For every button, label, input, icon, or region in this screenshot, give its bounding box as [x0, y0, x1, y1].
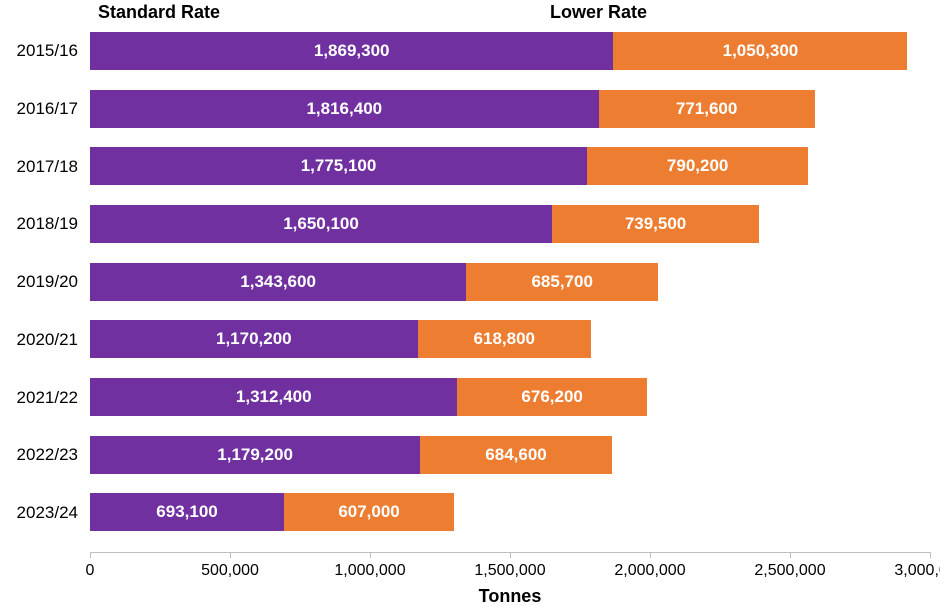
x-axis-tick	[90, 552, 91, 558]
bar-value-lower: 790,200	[667, 156, 728, 176]
bar-value-standard: 1,170,200	[216, 329, 292, 349]
bar-value-standard: 1,343,600	[240, 272, 316, 292]
y-axis-label: 2016/17	[0, 99, 78, 119]
bar-segment-lower: 739,500	[552, 205, 759, 243]
y-axis-label: 2018/19	[0, 214, 78, 234]
bar-value-standard: 1,650,100	[283, 214, 359, 234]
x-axis-tick	[510, 552, 511, 558]
bar-value-lower: 618,800	[474, 329, 535, 349]
bar-segment-standard: 1,650,100	[90, 205, 552, 243]
bar-segment-lower: 618,800	[418, 320, 591, 358]
bar-value-standard: 693,100	[156, 502, 217, 522]
x-axis-tick-label: 2,000,000	[614, 562, 685, 580]
y-axis-label: 2017/18	[0, 157, 78, 177]
bar-segment-lower: 771,600	[599, 90, 815, 128]
x-axis-tick-label: 1,000,000	[334, 562, 405, 580]
x-axis-tick-label: 2,500,000	[754, 562, 825, 580]
x-axis-tick-label: 500,000	[201, 562, 259, 580]
x-axis-title: Tonnes	[479, 586, 542, 607]
y-axis-label: 2015/16	[0, 41, 78, 61]
bar-value-lower: 684,600	[485, 445, 546, 465]
bar-value-lower: 1,050,300	[723, 41, 799, 61]
bar-segment-lower: 1,050,300	[613, 32, 907, 70]
bar-value-lower: 739,500	[625, 214, 686, 234]
y-axis-label: 2020/21	[0, 330, 78, 350]
legend-standard-rate: Standard Rate	[98, 2, 220, 23]
bar-value-standard: 1,816,400	[306, 99, 382, 119]
bar-segment-standard: 693,100	[90, 493, 284, 531]
bar-segment-standard: 1,343,600	[90, 263, 466, 301]
bar-segment-lower: 676,200	[457, 378, 646, 416]
bar-segment-standard: 1,179,200	[90, 436, 420, 474]
x-axis-tick-label: 0	[86, 562, 95, 580]
bar-segment-standard: 1,816,400	[90, 90, 599, 128]
y-axis-label: 2023/24	[0, 503, 78, 523]
x-axis-tick	[230, 552, 231, 558]
bar-value-standard: 1,179,200	[217, 445, 293, 465]
y-axis-label: 2022/23	[0, 445, 78, 465]
legend-lower-rate: Lower Rate	[550, 2, 647, 23]
bar-value-lower: 676,200	[521, 387, 582, 407]
x-axis-tick	[650, 552, 651, 558]
bar-segment-standard: 1,869,300	[90, 32, 613, 70]
x-axis-tick	[370, 552, 371, 558]
bar-value-standard: 1,312,400	[236, 387, 312, 407]
bar-segment-standard: 1,170,200	[90, 320, 418, 358]
bar-value-standard: 1,775,100	[301, 156, 377, 176]
bar-value-lower: 607,000	[338, 502, 399, 522]
bar-segment-lower: 790,200	[587, 147, 808, 185]
x-axis-tick	[790, 552, 791, 558]
bar-segment-lower: 684,600	[420, 436, 612, 474]
bar-value-lower: 685,700	[531, 272, 592, 292]
x-axis-tick	[930, 552, 931, 558]
bar-value-standard: 1,869,300	[314, 41, 390, 61]
bar-value-lower: 771,600	[676, 99, 737, 119]
bar-segment-lower: 607,000	[284, 493, 454, 531]
tonnes-stacked-bar-chart: Standard Rate Lower Rate 2015/16 1,869,300 1…	[0, 0, 940, 613]
bar-segment-standard: 1,312,400	[90, 378, 457, 416]
x-axis-tick-label: 3,000,000	[894, 562, 940, 580]
x-axis-tick-label: 1,500,000	[474, 562, 545, 580]
bar-segment-lower: 685,700	[466, 263, 658, 301]
y-axis-label: 2021/22	[0, 388, 78, 408]
bar-segment-standard: 1,775,100	[90, 147, 587, 185]
y-axis-label: 2019/20	[0, 272, 78, 292]
